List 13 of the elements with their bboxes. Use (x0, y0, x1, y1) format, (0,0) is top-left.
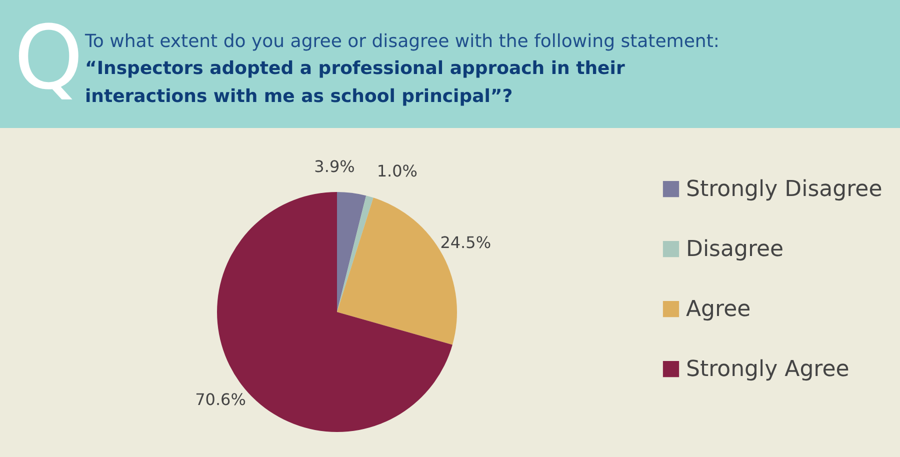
chart-subtitle: “Inspectors adopted a professional approach in their interactions with me as school principal”? (85, 58, 625, 107)
legend-label: Disagree (686, 237, 784, 262)
pie-slice (337, 196, 374, 312)
legend-label: Agree (686, 297, 751, 322)
data-label: 1.0% (376, 162, 418, 181)
data-label: 70.6% (195, 390, 246, 410)
legend-label: Strongly Disagree (686, 177, 882, 202)
chart-title: To what extent do you agree or disagree with the following statement: (84, 31, 720, 52)
text: Q (14, 6, 84, 109)
legend-label: Strongly Agree (686, 357, 850, 382)
data-label: 24.5% (440, 232, 492, 252)
data-label: 3.9% (314, 157, 355, 176)
pie-slice (337, 192, 366, 312)
